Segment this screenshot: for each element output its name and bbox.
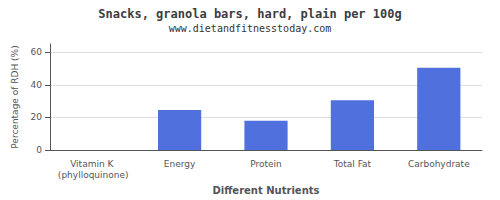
svg-text:20: 20 [31,112,43,122]
svg-text:Snacks, granola bars, hard, pl: Snacks, granola bars, hard, plain per 10… [98,7,401,21]
svg-text:0: 0 [36,145,42,155]
svg-text:www.dietandfitnesstoday.com: www.dietandfitnesstoday.com [169,23,332,34]
svg-text:Carbohydrate: Carbohydrate [408,159,470,169]
svg-text:40: 40 [31,80,43,90]
svg-text:Different Nutrients: Different Nutrients [213,185,320,196]
svg-text:Energy: Energy [164,159,196,169]
svg-text:60: 60 [31,47,43,57]
svg-text:Total Fat: Total Fat [333,159,372,169]
svg-text:(phylloquinone): (phylloquinone) [58,170,129,180]
svg-text:Protein: Protein [250,159,282,169]
svg-text:Vitamin K: Vitamin K [70,159,116,169]
svg-text:Percentage of RDH (%): Percentage of RDH (%) [10,45,20,148]
